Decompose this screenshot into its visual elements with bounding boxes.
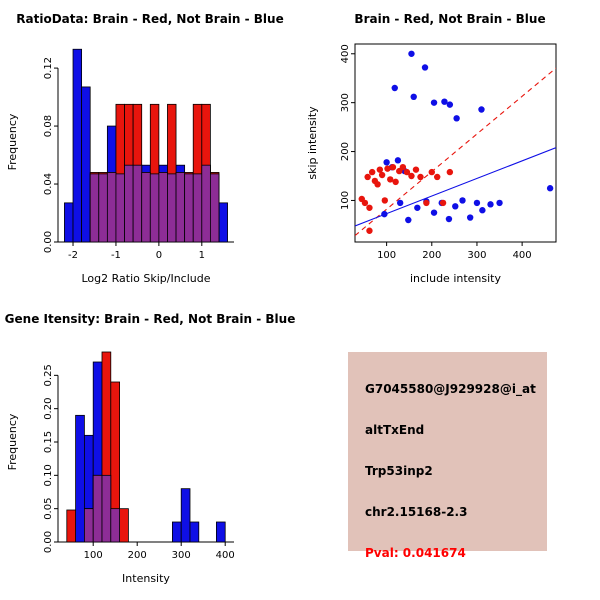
x-axis-label: Intensity [122,572,170,585]
notbrain-fit-line [355,147,556,227]
svg-text:400: 400 [340,44,351,63]
svg-text:0.08: 0.08 [43,115,54,137]
gene-symbol-text: Trp53inp2 [365,464,433,478]
intensity-scatter-plot: 100 200 300 400 100 200 300 400 include intensit… [306,43,557,285]
gene-histogram-title: Gene Itensity: Brain - Red, Not Brain - … [4,312,296,326]
panel-ratio-histogram: RatioData: Brain - Red, Not Brain - Blue… [0,0,300,300]
svg-text:0.15: 0.15 [43,431,54,453]
panel-intensity-scatter: Brain - Red, Not Brain - Blue 100 200 300 4… [300,0,600,300]
plot-frame [354,43,557,243]
svg-text:100: 100 [84,550,103,561]
x-axis-label: include intensity [410,272,502,285]
event-type-text: altTxEnd [365,423,425,437]
locus-text: chr2.15168-2.3 [365,505,468,519]
svg-text:0.20: 0.20 [43,398,54,420]
svg-text:400: 400 [513,250,532,261]
y-axis-label: Frequency [6,113,19,170]
svg-text:200: 200 [422,250,441,261]
svg-text:300: 300 [467,250,486,261]
pval-text: Pval: 0.041674 [365,546,466,560]
y-axis-label: Frequency [6,413,19,470]
svg-text:0.10: 0.10 [43,464,54,486]
svg-text:-2: -2 [68,250,78,261]
ratio-histogram-title: RatioData: Brain - Red, Not Brain - Blue [16,12,284,26]
svg-text:0.05: 0.05 [43,498,54,520]
svg-text:0.12: 0.12 [43,57,54,79]
svg-text:0.00: 0.00 [43,531,54,553]
gene-info-box: G7045580@J929928@i_at altTxEnd Trp53inp2… [348,352,547,560]
svg-text:100: 100 [377,250,396,261]
svg-text:0.04: 0.04 [43,173,54,195]
svg-text:300: 300 [172,550,191,561]
svg-text:400: 400 [216,550,235,561]
brain-fit-line [355,67,556,237]
svg-text:100: 100 [340,191,351,210]
ratio-histogram-plot: -2 -1 0 1 0.00 0.04 0.08 0.12 Log2 Ratio Skip/In… [6,48,234,285]
gene-intensity-histogram-plot: 100 200 300 400 0.00 0.05 0.10 0.15 0.20 0.25 Inte… [6,351,235,585]
panel-gene-info: G7045580@J929928@i_at altTxEnd Trp53inp2… [300,300,600,600]
intensity-scatter-title: Brain - Red, Not Brain - Blue [354,12,546,26]
svg-text:300: 300 [340,93,351,112]
svg-text:-1: -1 [111,250,121,261]
probe-id-text: G7045580@J929928@i_at [365,382,536,396]
svg-text:200: 200 [340,142,351,161]
svg-text:200: 200 [128,550,147,561]
y-axis-label: skip intensity [306,106,319,180]
svg-text:0: 0 [156,250,162,261]
svg-text:0.25: 0.25 [43,364,54,386]
panel-gene-intensity-histogram: Gene Itensity: Brain - Red, Not Brain - … [0,300,300,600]
x-axis-label: Log2 Ratio Skip/Include [81,272,210,285]
svg-text:1: 1 [199,250,205,261]
svg-text:0.00: 0.00 [43,231,54,253]
